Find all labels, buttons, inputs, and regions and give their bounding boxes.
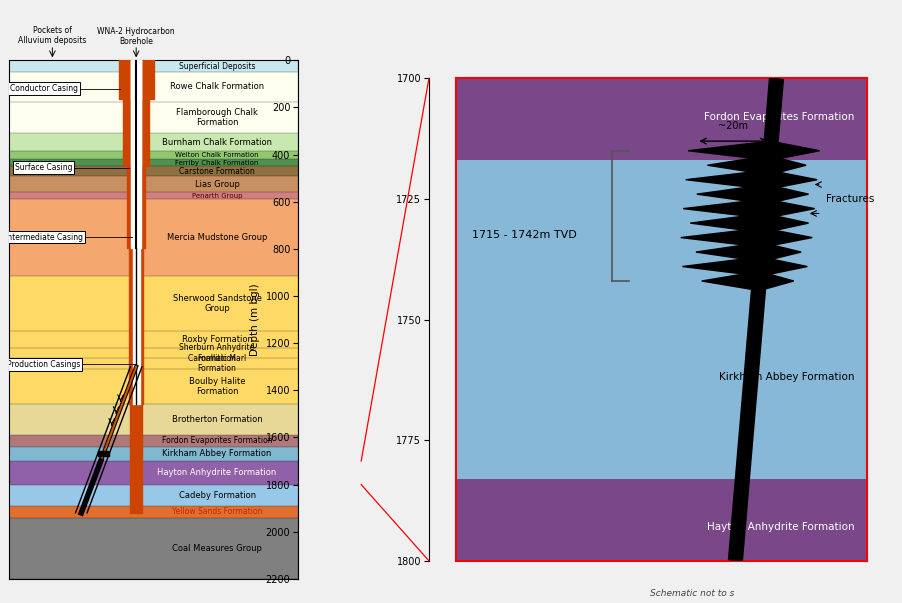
Polygon shape	[689, 213, 763, 233]
Text: ~20m: ~20m	[718, 121, 748, 131]
Text: Roxby Formation: Roxby Formation	[181, 335, 253, 344]
Y-axis label: Depth (m bgl): Depth (m bgl)	[250, 283, 260, 356]
Text: Flamborough Chalk
Formation: Flamborough Chalk Formation	[176, 108, 258, 127]
Polygon shape	[765, 199, 814, 218]
Text: Hayton Anhydrite Formation: Hayton Anhydrite Formation	[157, 469, 276, 478]
Text: Penarth Group: Penarth Group	[191, 193, 242, 199]
Text: Sherburn Anhydrite
Formation: Sherburn Anhydrite Formation	[179, 344, 254, 363]
Polygon shape	[759, 271, 793, 291]
Text: Boulby Halite
Formation: Boulby Halite Formation	[189, 377, 245, 396]
Text: Fordon Evaporites Formation: Fordon Evaporites Formation	[704, 112, 853, 122]
Polygon shape	[695, 242, 761, 262]
Text: Conductor Casing: Conductor Casing	[10, 84, 78, 93]
Text: Superficial Deposits: Superficial Deposits	[179, 62, 255, 71]
Text: Cadeby Formation: Cadeby Formation	[179, 491, 255, 500]
Text: Carnallitic Marl
Formation: Carnallitic Marl Formation	[188, 354, 246, 373]
Polygon shape	[687, 141, 769, 160]
Text: WNA-2 Hydrocarbon
Borehole: WNA-2 Hydrocarbon Borehole	[97, 27, 175, 46]
Text: Lias Group: Lias Group	[195, 180, 239, 189]
Text: Pockets of
Alluvium deposits: Pockets of Alluvium deposits	[18, 26, 87, 45]
Text: Surface Casing: Surface Casing	[15, 163, 72, 172]
Polygon shape	[682, 257, 759, 276]
Bar	[98, 451, 108, 456]
Polygon shape	[683, 199, 765, 218]
Text: Kirkham Abbey Formation: Kirkham Abbey Formation	[162, 449, 272, 458]
Text: Carstone Formation: Carstone Formation	[179, 166, 254, 175]
Text: Intermediate Casing: Intermediate Casing	[5, 233, 83, 242]
Polygon shape	[696, 185, 766, 204]
Text: Sherwood Sandstone
Group: Sherwood Sandstone Group	[172, 294, 262, 314]
Text: Kirkham Abbey Formation: Kirkham Abbey Formation	[718, 373, 853, 382]
Text: Hayton Anhydrite Formation: Hayton Anhydrite Formation	[706, 522, 853, 532]
Polygon shape	[769, 156, 805, 175]
Polygon shape	[759, 257, 806, 276]
Text: Fordon Evaporites Formation: Fordon Evaporites Formation	[161, 437, 272, 446]
Text: Burnham Chalk Formation: Burnham Chalk Formation	[161, 137, 272, 147]
Text: Rowe Chalk Formation: Rowe Chalk Formation	[170, 83, 264, 91]
Polygon shape	[706, 156, 769, 175]
Polygon shape	[685, 170, 767, 189]
Polygon shape	[769, 141, 819, 160]
Polygon shape	[766, 185, 807, 204]
Text: 1715 - 1742m TVD: 1715 - 1742m TVD	[472, 230, 576, 240]
Text: Schematic not to s: Schematic not to s	[649, 589, 733, 598]
Text: Coal Measures Group: Coal Measures Group	[172, 544, 262, 553]
Text: Fractures: Fractures	[824, 194, 873, 204]
Text: Brotherton Formation: Brotherton Formation	[171, 415, 262, 425]
Text: Mercia Mudstone Group: Mercia Mudstone Group	[167, 233, 267, 242]
Polygon shape	[761, 242, 800, 262]
Polygon shape	[701, 271, 759, 291]
Text: Ferriby Chalk Formation: Ferriby Chalk Formation	[175, 160, 259, 166]
Polygon shape	[762, 228, 811, 247]
Polygon shape	[680, 228, 762, 247]
Text: Welton Chalk Formation: Welton Chalk Formation	[175, 152, 259, 158]
Text: Production Casings: Production Casings	[7, 360, 80, 369]
Polygon shape	[763, 213, 807, 233]
Polygon shape	[767, 170, 816, 189]
Text: Yellow Sands Formation: Yellow Sands Formation	[171, 507, 262, 516]
